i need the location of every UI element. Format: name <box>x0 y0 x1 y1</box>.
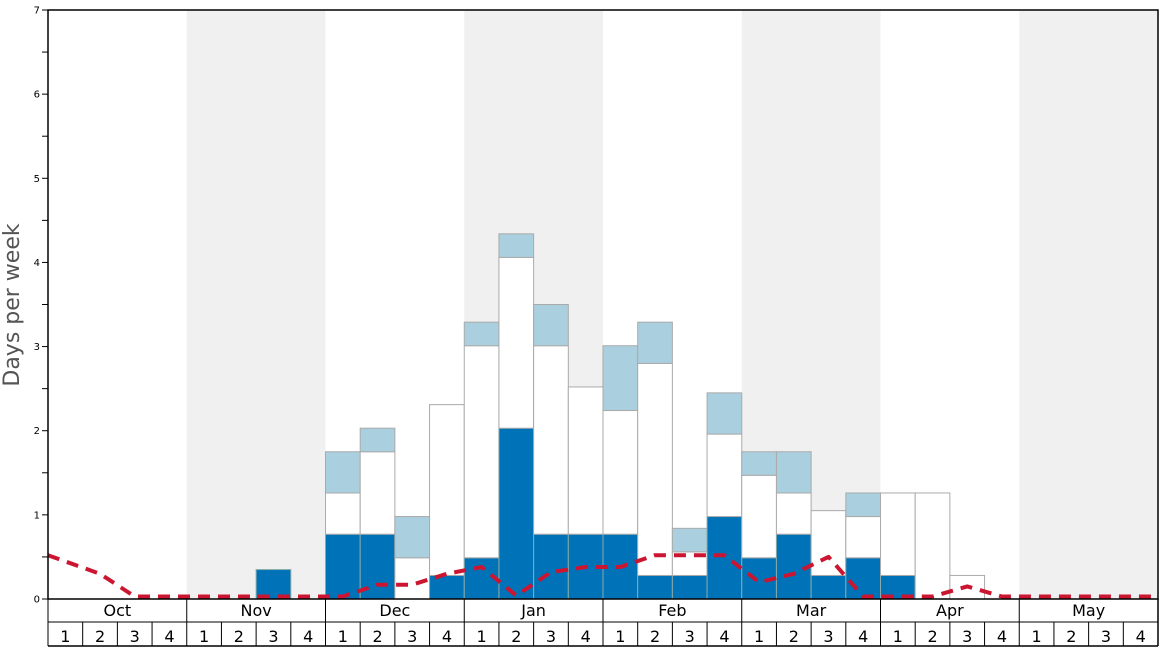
month-label: Apr <box>936 601 964 620</box>
bar-segment <box>359 451 396 535</box>
week-label: 2 <box>1066 627 1076 646</box>
y-axis: 0 1 2 3 4 5 6 7 <box>34 6 48 606</box>
bar-series <box>255 233 986 600</box>
y-tick-label: 2 <box>34 426 40 437</box>
week-label: 4 <box>581 627 591 646</box>
bar-segment <box>706 516 743 600</box>
bar-segment <box>359 427 396 453</box>
bar-segment <box>498 427 535 600</box>
bar-segment <box>671 527 708 553</box>
week-label: 1 <box>199 627 209 646</box>
week-label: 4 <box>858 627 868 646</box>
week-label: 3 <box>130 627 140 646</box>
bar-segment <box>325 533 361 600</box>
bar-segment <box>706 392 743 435</box>
week-label: 2 <box>95 627 105 646</box>
bar-segment <box>775 451 812 494</box>
bar-segment <box>463 345 500 559</box>
bar-segment <box>255 569 292 600</box>
y-tick-label: 0 <box>34 595 40 606</box>
week-label: 4 <box>164 627 174 646</box>
week-label: 2 <box>927 627 937 646</box>
y-axis-label: Days per week <box>0 223 25 386</box>
bar-segment <box>810 510 847 576</box>
week-label: 3 <box>962 627 972 646</box>
week-label: 3 <box>1101 627 1111 646</box>
week-label: 3 <box>685 627 695 646</box>
bar-segment <box>637 321 673 364</box>
bar-segment <box>637 574 673 600</box>
bar-segment <box>429 404 465 576</box>
week-label: 1 <box>60 627 70 646</box>
bar-segment <box>533 533 569 600</box>
week-label: 4 <box>442 627 452 646</box>
bar-segment <box>567 386 604 535</box>
bar-segment <box>463 321 500 347</box>
month-label: Mar <box>796 601 827 620</box>
bar-segment <box>810 574 847 600</box>
y-tick-label: 3 <box>34 342 40 353</box>
month-label: Jan <box>520 601 546 620</box>
y-tick-label: 1 <box>34 510 40 521</box>
y-tick-label: 7 <box>34 6 40 17</box>
bar-segment <box>429 574 465 600</box>
bar-segment <box>671 574 708 600</box>
y-tick-label: 6 <box>34 90 40 101</box>
bar-segment <box>845 557 881 600</box>
bar-segment <box>533 345 569 535</box>
month-label: Feb <box>658 601 686 620</box>
week-label: 1 <box>338 627 348 646</box>
bar-segment <box>394 516 431 559</box>
y-tick-label: 4 <box>34 258 40 269</box>
bar-segment <box>741 474 777 559</box>
trend-line-path <box>47 553 1158 599</box>
bar-segment <box>914 492 951 600</box>
month-label: May <box>1072 601 1105 620</box>
week-label: 2 <box>650 627 660 646</box>
bar-segment <box>845 516 881 559</box>
week-label: 4 <box>997 627 1007 646</box>
week-label: 2 <box>234 627 244 646</box>
month-label: Nov <box>241 601 272 620</box>
bar-segment <box>637 362 673 576</box>
y-tick-label: 5 <box>34 174 40 185</box>
bar-segment <box>845 492 881 518</box>
week-label: 4 <box>1136 627 1146 646</box>
bar-segment <box>394 557 431 600</box>
x-axis: Oct 1 2 3 4 Nov 1 2 3 4 Dec 1 2 3 4 Jan 1 2 3 4 Feb 1 2 3 4 Mar 1 2… <box>47 599 1159 647</box>
bar-segment <box>325 451 361 494</box>
bar-segment <box>498 256 535 429</box>
week-label: 1 <box>754 627 764 646</box>
bar-segment <box>498 233 535 258</box>
bar-segment <box>775 492 812 535</box>
week-label: 3 <box>407 627 417 646</box>
week-label: 3 <box>546 627 556 646</box>
week-label: 3 <box>268 627 278 646</box>
week-label: 2 <box>789 627 799 646</box>
week-label: 2 <box>372 627 382 646</box>
week-label: 3 <box>823 627 833 646</box>
month-band <box>186 10 326 599</box>
month-band <box>1019 10 1158 599</box>
bar-segment <box>741 451 777 476</box>
week-label: 4 <box>719 627 729 646</box>
week-label: 1 <box>477 627 487 646</box>
bar-segment <box>533 304 569 347</box>
bar-segment <box>880 492 916 576</box>
week-label: 1 <box>615 627 625 646</box>
month-label: Dec <box>379 601 410 620</box>
week-label: 1 <box>893 627 903 646</box>
week-label: 2 <box>511 627 521 646</box>
bar-segment <box>602 410 639 535</box>
bar-segment <box>602 345 639 412</box>
week-label: 1 <box>1032 627 1042 646</box>
bar-segment <box>325 492 361 535</box>
bar-segment <box>706 433 743 518</box>
week-label: 4 <box>303 627 313 646</box>
month-label: Oct <box>104 601 132 620</box>
